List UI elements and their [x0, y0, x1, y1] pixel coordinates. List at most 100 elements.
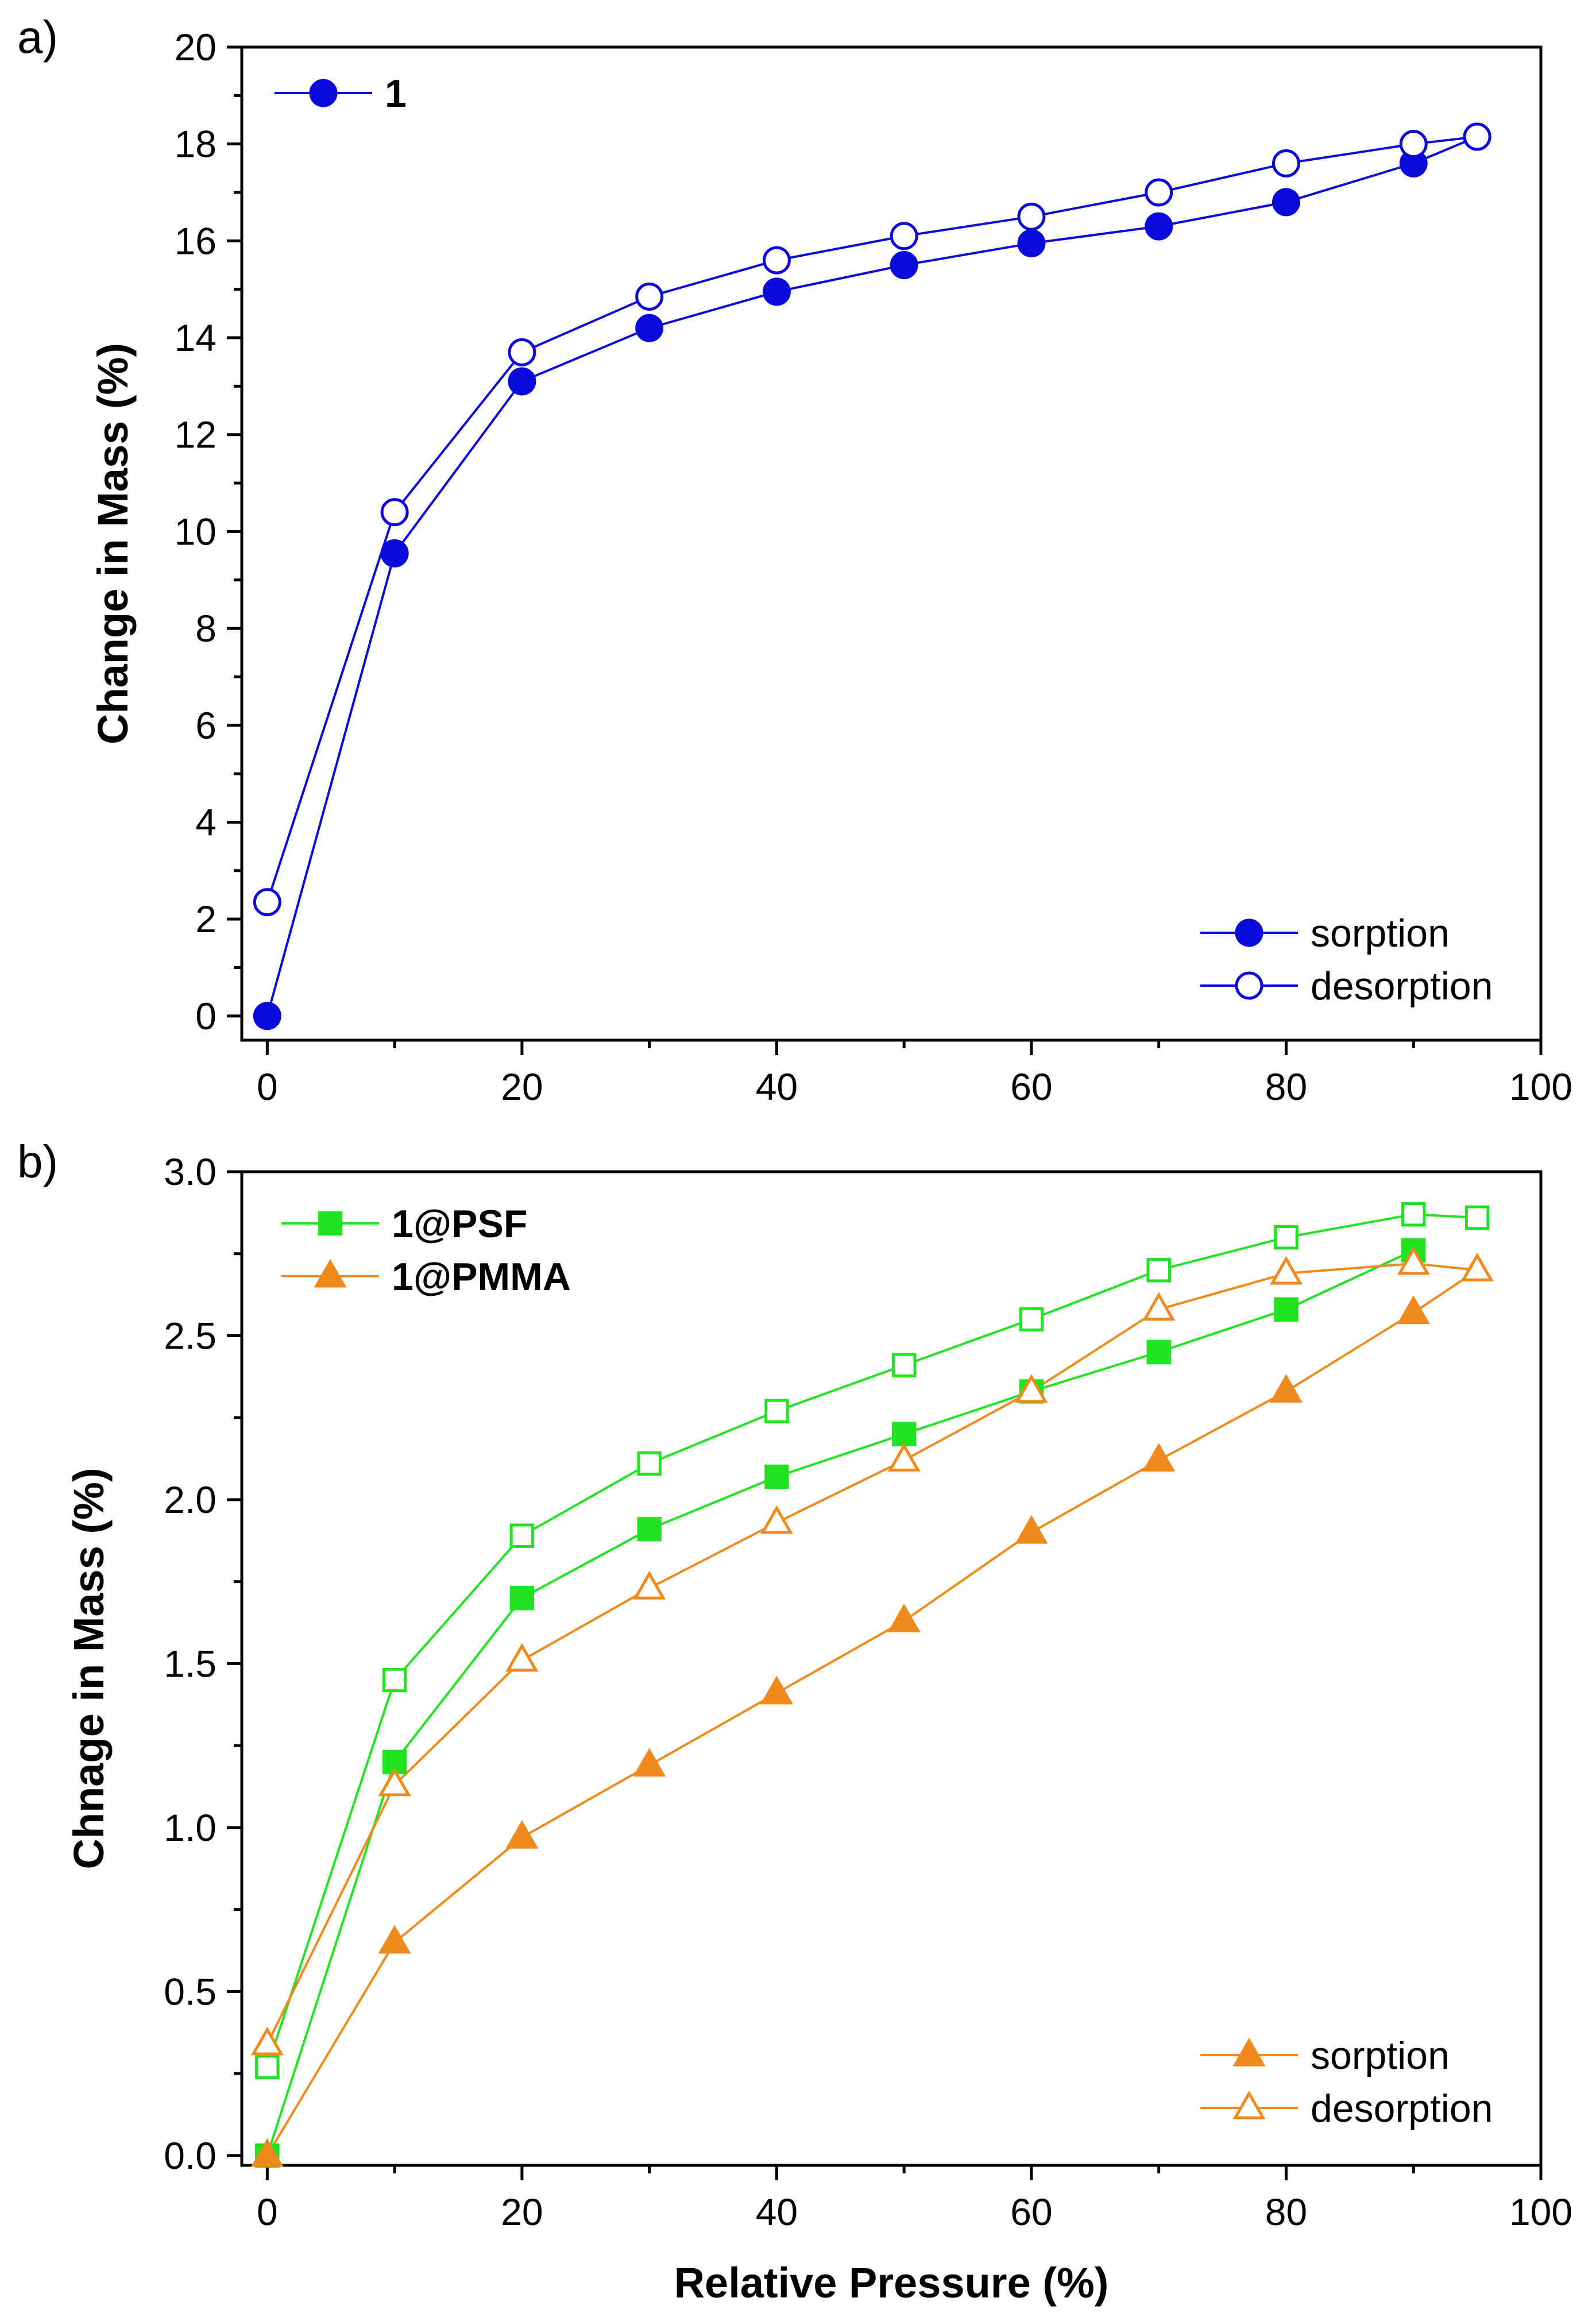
- chart-b: b) 0 20 40 60 80 100 0.0 0.5 1.0 1.5 2.0 2.5 3.0 Chnag…: [17, 1136, 1572, 2307]
- data-point-a-1-desorption: [508, 338, 536, 366]
- y-tick-label-b: 2.5: [164, 1314, 217, 1357]
- series-line-b-1@PMMA-desorption: [266, 1262, 1478, 2045]
- legend-marker-b-1@PMMA: [314, 1258, 347, 1288]
- x-tick-label-b: 40: [756, 2191, 798, 2233]
- y-tick-label-a: 8: [195, 607, 217, 650]
- data-point-a-1-desorption: [380, 498, 409, 527]
- data-point-b-1@PSF-desorption: [1464, 1205, 1490, 1230]
- y-tick-label-a: 12: [175, 414, 217, 456]
- x-tick-label-b: 100: [1509, 2191, 1572, 2233]
- data-point-a-1-sorption: [508, 367, 536, 396]
- data-point-b-1@PSF-sorption: [891, 1422, 917, 1446]
- data-point-a-1-sorption: [253, 1002, 281, 1030]
- y-tick-label-a: 10: [175, 510, 217, 553]
- y-tick-label-b: 2.0: [164, 1478, 217, 1521]
- legend-label-b-1@PMMA: 1@PMMA: [392, 1255, 571, 1299]
- data-point-b-1@PSF-sorption: [637, 1517, 662, 1542]
- data-point-b-1@PSF-desorption: [382, 1667, 407, 1693]
- y-tick-label-a: 2: [195, 898, 217, 940]
- data-point-b-1@PMMA-desorption: [250, 2026, 284, 2056]
- legend-marker-a-desorption: [1235, 971, 1263, 1000]
- data-point-b-1@PMMA-sorption: [250, 2138, 284, 2167]
- legend-label-b-1@PSF: 1@PSF: [392, 1202, 527, 1246]
- x-tick-label-a: 60: [1010, 1065, 1052, 1108]
- x-axis-title-b: Relative Pressure (%): [674, 2259, 1109, 2307]
- data-point-a-1-desorption: [1399, 130, 1428, 159]
- data-point-b-1@PMMA-desorption: [633, 1570, 666, 1600]
- data-point-b-1@PMMA-desorption: [1142, 1292, 1176, 1321]
- data-point-b-1@PMMA-sorption: [378, 1925, 411, 1954]
- data-point-b-1@PMMA-sorption: [633, 1748, 666, 1777]
- data-point-b-1@PMMA-sorption: [1397, 1295, 1430, 1324]
- data-point-b-1@PSF-desorption: [637, 1451, 662, 1476]
- data-point-a-1-desorption: [1272, 149, 1300, 177]
- data-point-b-1@PSF-desorption: [764, 1399, 789, 1423]
- y-tick-label-a: 0: [195, 995, 217, 1037]
- legend-label-b-sorption: sorption: [1311, 2034, 1450, 2077]
- data-point-b-1@PMMA-sorption: [1142, 1443, 1176, 1472]
- data-point-b-1@PMMA-desorption: [378, 1767, 411, 1797]
- y-tick-label-a: 16: [175, 219, 217, 262]
- data-point-b-1@PSF-desorption: [1146, 1258, 1171, 1283]
- series-line-b-1@PMMA-sorption: [266, 1269, 1478, 2156]
- data-point-a-1-sorption: [762, 277, 791, 306]
- y-tick-label-a: 14: [175, 316, 217, 359]
- data-point-b-1@PSF-sorption: [1274, 1297, 1299, 1322]
- data-point-a-1-desorption: [890, 222, 918, 250]
- legend-marker-b-desorption: [1232, 2090, 1266, 2119]
- data-point-b-1@PMMA-sorption: [505, 1820, 539, 1849]
- series-line-a-1-desorption: [266, 136, 1478, 903]
- x-tick-label-a: 80: [1265, 1065, 1307, 1108]
- data-point-b-1@PMMA-desorption: [1460, 1253, 1494, 1281]
- y-axis-title-b: Chnage in Mass (%): [65, 1468, 113, 1870]
- data-point-a-1-desorption: [253, 888, 281, 917]
- data-point-b-1@PSF-desorption: [1019, 1307, 1044, 1332]
- y-tick-label-b: 0.0: [164, 2134, 217, 2177]
- legend-label-a-sorption: sorption: [1311, 912, 1450, 955]
- x-tick-label-b: 60: [1010, 2191, 1052, 2233]
- legend-marker-b-1@PSF: [318, 1211, 343, 1236]
- x-tick-label-b: 20: [501, 2191, 543, 2233]
- y-axis-title-a: Change in Mass (%): [89, 343, 137, 744]
- data-point-b-1@PSF-sorption: [1146, 1339, 1171, 1365]
- data-point-b-1@PSF-desorption: [891, 1353, 917, 1378]
- data-point-b-1@PMMA-sorption: [760, 1675, 793, 1705]
- data-point-b-1@PMMA-sorption: [1015, 1515, 1048, 1544]
- data-point-b-1@PSF-sorption: [509, 1586, 535, 1611]
- legend-marker-a-1: [309, 79, 338, 107]
- data-point-a-1-sorption: [1017, 229, 1046, 258]
- legend-marker-a-sorption: [1235, 918, 1263, 947]
- y-tick-label-b: 1.5: [164, 1642, 217, 1685]
- y-tick-label-b: 3.0: [164, 1150, 217, 1193]
- data-point-b-1@PSF-sorption: [764, 1464, 789, 1489]
- x-tick-label-b: 80: [1265, 2191, 1307, 2233]
- panel-label-a: a): [17, 11, 58, 63]
- data-point-a-1-sorption: [1272, 188, 1300, 217]
- data-point-b-1@PMMA-desorption: [1269, 1256, 1303, 1285]
- x-tick-label-b: 0: [257, 2191, 278, 2233]
- x-tick-label-a: 40: [756, 1065, 798, 1108]
- data-point-b-1@PMMA-desorption: [887, 1443, 921, 1472]
- data-point-a-1-desorption: [1017, 202, 1046, 231]
- legend-label-a-1: 1: [385, 72, 407, 115]
- panel-label-b: b): [17, 1136, 58, 1187]
- legend-marker-b-sorption: [1232, 2037, 1266, 2067]
- y-tick-label-a: 6: [195, 704, 217, 747]
- series-line-a-1-sorption: [266, 136, 1478, 1017]
- x-tick-label-a: 100: [1509, 1065, 1572, 1108]
- series-line-b-1@PSF-sorption: [266, 1249, 1415, 2156]
- y-tick-label-a: 4: [195, 801, 217, 843]
- data-point-b-1@PMMA-sorption: [1269, 1374, 1303, 1403]
- data-point-a-1-sorption: [635, 314, 664, 342]
- data-point-a-1-desorption: [1463, 122, 1491, 151]
- data-point-a-1-desorption: [635, 282, 664, 311]
- data-point-b-1@PSF-desorption: [255, 2055, 280, 2079]
- data-point-a-1-desorption: [762, 246, 791, 275]
- y-tick-label-b: 0.5: [164, 1970, 217, 2013]
- data-point-b-1@PMMA-desorption: [1015, 1374, 1048, 1403]
- y-tick-label-a: 20: [175, 26, 217, 68]
- legend-label-a-desorption: desorption: [1311, 964, 1493, 1008]
- plot-frame-a: [240, 45, 1543, 1042]
- data-point-a-1-sorption: [1145, 212, 1173, 241]
